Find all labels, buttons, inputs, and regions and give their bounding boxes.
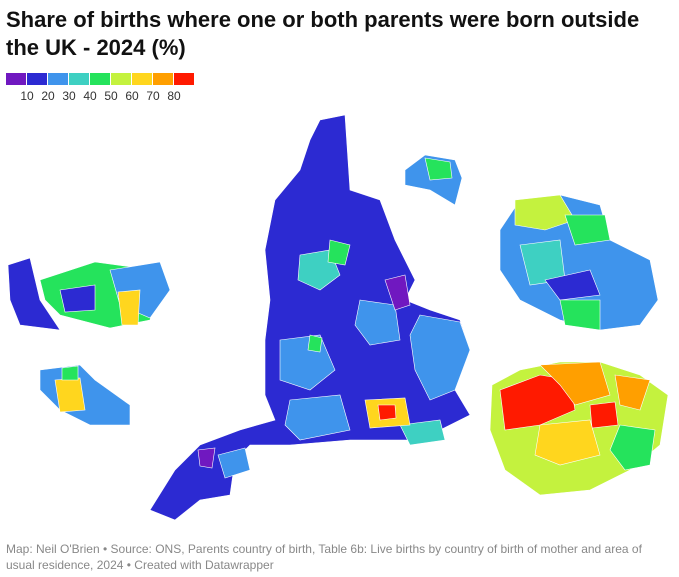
legend-swatch	[27, 73, 47, 85]
legend-swatch	[48, 73, 68, 85]
map-region	[377, 404, 397, 421]
map-region	[544, 269, 601, 301]
map-region	[609, 424, 656, 471]
map-region	[539, 361, 611, 406]
map-region	[39, 364, 131, 426]
map-region	[499, 374, 576, 431]
legend-tick-label: 60	[125, 89, 139, 103]
source-note: Map: Neil O'Brien • Source: ONS, Parents…	[6, 542, 642, 572]
map-region	[559, 299, 601, 331]
map-region	[7, 257, 61, 331]
map-region	[514, 194, 576, 231]
map-region	[409, 314, 471, 401]
legend-swatch	[90, 73, 110, 85]
legend-tick-label: 80	[167, 89, 181, 103]
map-region	[59, 284, 96, 313]
legend-swatch	[6, 73, 26, 85]
legend-tick-label: 10	[20, 89, 34, 103]
legend-tick-label: 50	[104, 89, 118, 103]
map-region	[399, 419, 446, 446]
map-region	[384, 274, 411, 311]
map-region	[61, 365, 79, 381]
map-region	[614, 374, 651, 411]
map-region	[54, 377, 86, 413]
map-region	[424, 157, 453, 181]
legend: 10 20 30 40 50 60 70 80	[6, 73, 194, 103]
map-region	[284, 394, 351, 441]
legend-tick-label: 70	[146, 89, 160, 103]
legend-tick-label: 20	[41, 89, 55, 103]
map-region	[217, 447, 251, 479]
legend-swatch	[174, 73, 194, 85]
map-region	[327, 239, 351, 266]
legend-swatch	[69, 73, 89, 85]
map-region	[117, 289, 141, 326]
map-region	[564, 214, 611, 246]
legend-swatch	[111, 73, 131, 85]
map-region	[354, 299, 401, 346]
map-region	[197, 447, 216, 469]
legend-tick-label: 30	[62, 89, 76, 103]
legend-swatch	[132, 73, 152, 85]
legend-swatch	[153, 73, 173, 85]
map-region	[307, 334, 323, 353]
title: Share of births where one or both parent…	[6, 7, 640, 60]
map-region	[534, 419, 601, 466]
map-region	[589, 401, 619, 429]
legend-tick-label: 40	[83, 89, 97, 103]
